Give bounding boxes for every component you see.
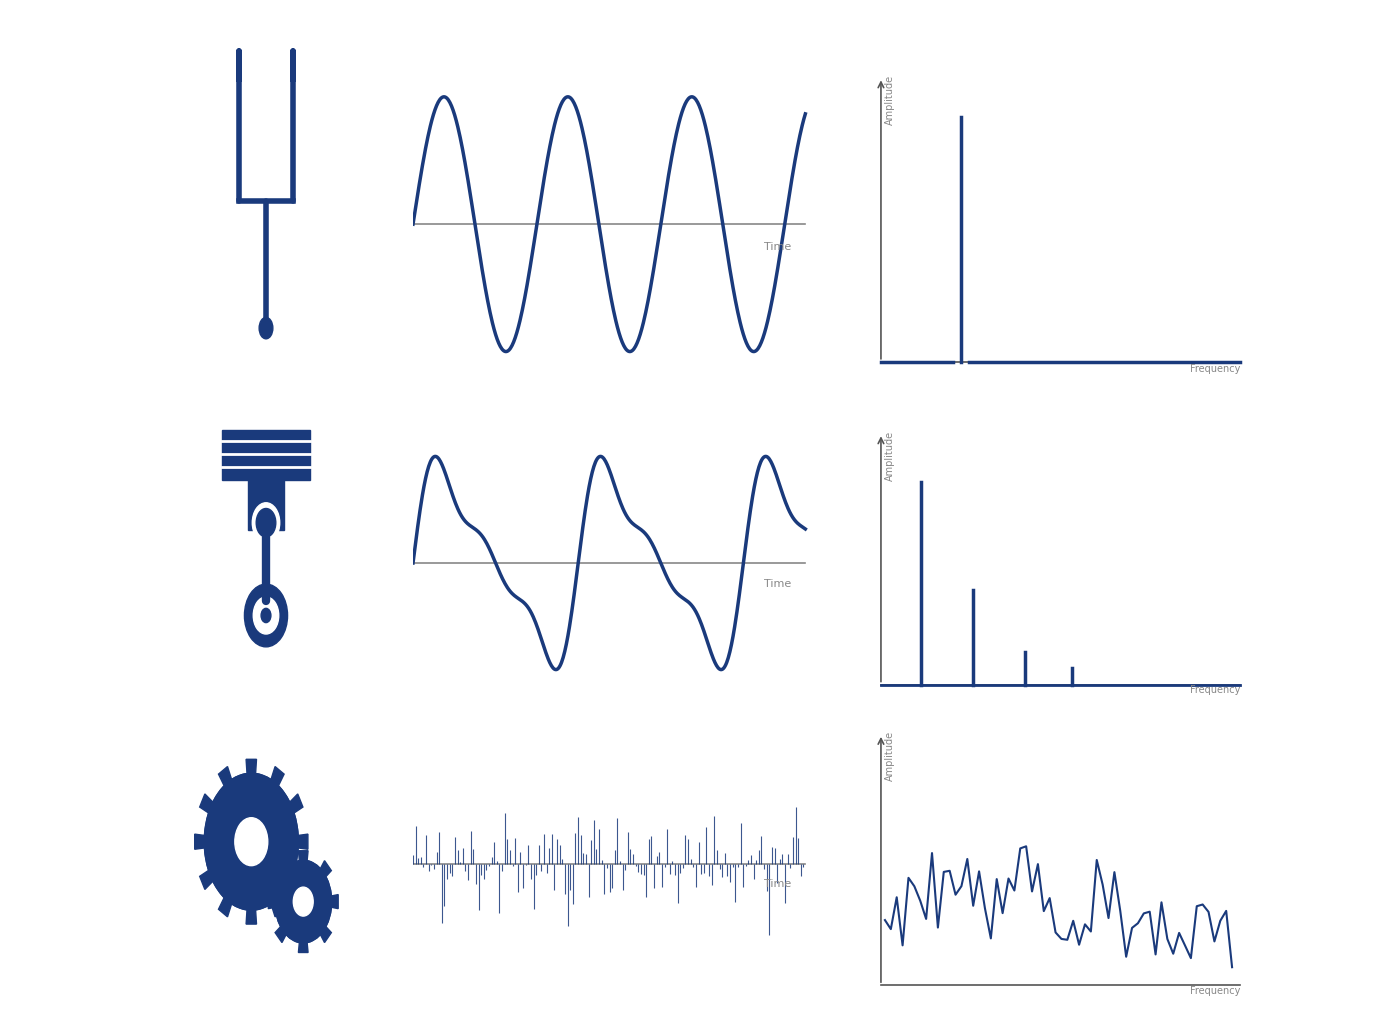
Circle shape — [245, 584, 287, 647]
Text: Frequency: Frequency — [1190, 364, 1240, 374]
Polygon shape — [195, 759, 308, 924]
Text: Amplitude: Amplitude — [885, 732, 895, 782]
Circle shape — [293, 888, 314, 916]
Bar — [248, 476, 284, 530]
Circle shape — [256, 508, 276, 537]
Text: Time: Time — [764, 579, 791, 589]
Text: Frequency: Frequency — [1190, 686, 1240, 695]
Text: Amplitude: Amplitude — [885, 431, 895, 481]
Circle shape — [204, 773, 298, 910]
Circle shape — [274, 860, 332, 943]
Circle shape — [262, 608, 270, 623]
Circle shape — [252, 502, 280, 543]
Circle shape — [253, 597, 279, 634]
Circle shape — [235, 817, 267, 866]
Bar — [221, 430, 311, 480]
Text: Time: Time — [764, 879, 791, 890]
Text: Frequency: Frequency — [1190, 986, 1240, 996]
Circle shape — [259, 318, 273, 338]
Polygon shape — [269, 851, 339, 953]
Text: Amplitude: Amplitude — [885, 74, 895, 124]
Text: Time: Time — [764, 243, 791, 252]
